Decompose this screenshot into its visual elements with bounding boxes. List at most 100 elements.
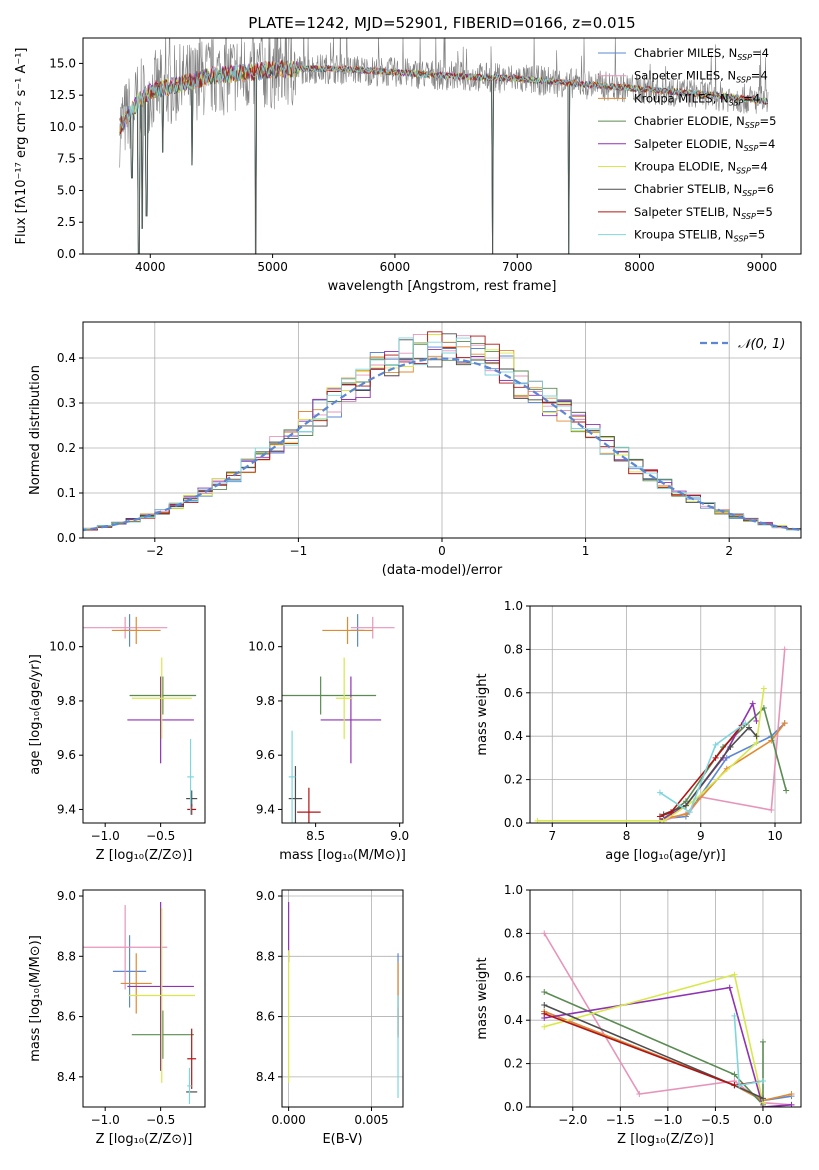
legend-n-prefix: , N	[720, 69, 736, 83]
legend-n: 4	[762, 46, 769, 60]
y-axis-label: mass weight	[475, 957, 490, 1039]
y-tick-label: 9.6	[57, 748, 76, 762]
x-tick-label: 0	[438, 544, 446, 558]
weight-marker	[731, 1071, 738, 1078]
y-tick-label: 12.5	[49, 88, 76, 102]
legend-subscript: SSP	[736, 76, 751, 85]
legend-subscript: SSP	[744, 144, 759, 153]
y-tick-label: 0.4	[504, 1013, 523, 1027]
legend-n: 4	[768, 137, 775, 151]
weight-marker	[736, 1082, 743, 1089]
y-tick-label: 1.0	[504, 883, 523, 897]
plot-frame	[82, 605, 206, 824]
y-axis-label: mass weight	[475, 673, 490, 755]
legend-name: Kroupa STELIB	[634, 228, 718, 242]
legend-entry: Kroupa MILES, NSSP=4	[634, 91, 760, 107]
spectrum-lines	[119, 38, 769, 254]
errorbars	[83, 902, 198, 1104]
y-tick-label: 7.5	[57, 152, 76, 166]
weight-line-6	[663, 726, 758, 816]
weight-marker	[712, 741, 719, 748]
x-tick-label: −1.5	[606, 1113, 635, 1127]
x-tick-label: −1.0	[91, 1113, 120, 1127]
y-tick-label: 0.0	[504, 1100, 523, 1114]
y-tick-label: 10.0	[49, 640, 76, 654]
y-tick-label: 0.2	[57, 441, 76, 455]
y-tick-label: 10.0	[248, 640, 275, 654]
errorbars	[83, 614, 198, 815]
y-tick-label: 0.3	[57, 396, 76, 410]
weight-marker	[541, 1023, 548, 1030]
y-tick-label: 0.2	[504, 773, 523, 787]
weight-marker	[656, 789, 663, 796]
weight-marker	[541, 1002, 548, 1009]
x-tick-label: −1.0	[653, 1113, 682, 1127]
plot-frame	[529, 605, 802, 824]
legend-name: Kroupa ELODIE	[634, 160, 720, 174]
weight-marker	[731, 971, 738, 978]
weight-line-2	[544, 1010, 792, 1102]
legend-n: 5	[758, 228, 765, 242]
legend-n-prefix: , N	[728, 137, 744, 151]
x-tick-label: 0.000	[271, 1113, 305, 1127]
weight-marker	[759, 1038, 766, 1045]
legend-entry: Kroupa STELIB, NSSP=5	[634, 228, 765, 244]
legend-eq: =	[756, 205, 766, 219]
x-tick-label: 8000	[624, 260, 655, 274]
weight-marker	[759, 1077, 766, 1084]
y-axis-label: age [log₁₀(age/yr)]	[28, 654, 43, 775]
y-tick-label: 9.6	[256, 748, 275, 762]
weight-line-8	[659, 722, 746, 814]
x-tick-label: −0.5	[701, 1113, 730, 1127]
legend-n: 5	[765, 205, 772, 219]
y-tick-label: 8.8	[57, 949, 76, 963]
x-axis-label: E(B-V)	[322, 1132, 362, 1147]
legend-n: 4	[753, 91, 760, 105]
y-tick-label: 0.6	[504, 686, 523, 700]
plot-frame	[529, 889, 802, 1108]
y-tick-label: 9.0	[256, 889, 275, 903]
weight-marker	[541, 988, 548, 995]
weight-marker	[726, 984, 733, 991]
legend-n: 6	[767, 182, 774, 196]
weight-marker	[749, 700, 756, 707]
legend-subscript: SSP	[741, 212, 756, 221]
weight-marker	[668, 809, 675, 816]
x-tick-label: −1	[290, 544, 308, 558]
weight-marker	[682, 811, 689, 818]
y-tick-label: 0.1	[57, 486, 76, 500]
legend-n: 4	[760, 69, 767, 83]
x-tick-label: 4000	[135, 260, 166, 274]
y-tick-label: 9.0	[57, 889, 76, 903]
y-tick-label: 9.4	[256, 802, 275, 816]
x-tick-label: 0.005	[354, 1113, 388, 1127]
chart-title: PLATE=1242, MJD=52901, FIBERID=0166, z=0…	[248, 14, 635, 32]
legend-eq: =	[758, 137, 768, 151]
y-tick-label: 15.0	[49, 56, 76, 70]
y-tick-label: 0.0	[504, 816, 523, 830]
legend-n-prefix: , N	[718, 228, 734, 242]
x-tick-label: −0.5	[146, 1113, 175, 1127]
legend-eq: =	[760, 114, 770, 128]
normal-curve	[83, 357, 801, 532]
histogram-8	[83, 337, 801, 532]
weight-marker	[731, 1012, 738, 1019]
legend-entry: 𝒩(0, 1)	[738, 337, 785, 352]
legend-entry: Salpeter MILES, NSSP=4	[634, 69, 768, 85]
weight-line-8	[733, 1015, 764, 1087]
legend-n-prefix: , N	[725, 205, 741, 219]
y-tick-label: 8.8	[256, 949, 275, 963]
x-tick-label: 1	[582, 544, 590, 558]
errorbars	[288, 902, 399, 1098]
weight-marker	[759, 1095, 766, 1102]
model-spectrum-8	[119, 60, 768, 129]
y-axis-label: Normed distribution	[28, 365, 43, 495]
y-tick-label: 8.6	[57, 1010, 76, 1024]
y-tick-label: 0.0	[57, 531, 76, 545]
legend-entry: Chabrier MILES, NSSP=4	[634, 46, 769, 62]
y-tick-label: 0.0	[57, 247, 76, 261]
weight-line-1	[663, 649, 786, 822]
x-tick-label: 10	[767, 829, 782, 843]
y-axis-label: mass [log₁₀(M/M⊙)]	[28, 935, 43, 1062]
weight-marker	[727, 744, 734, 751]
